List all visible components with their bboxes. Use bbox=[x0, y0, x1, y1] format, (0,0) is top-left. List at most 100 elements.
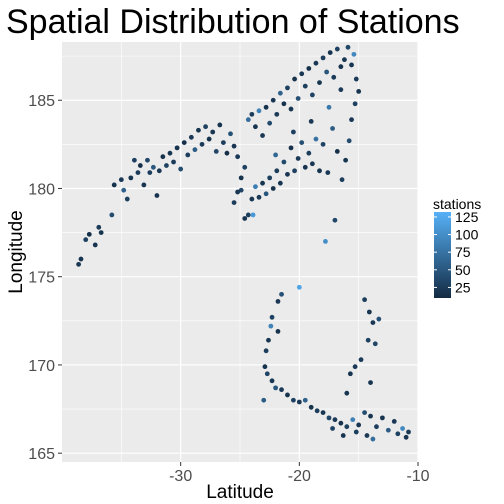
data-point bbox=[274, 168, 279, 173]
data-point bbox=[310, 161, 315, 166]
data-point bbox=[96, 225, 101, 230]
data-point bbox=[276, 299, 281, 304]
data-point bbox=[406, 430, 411, 435]
data-point bbox=[309, 405, 314, 410]
data-point bbox=[321, 55, 326, 60]
data-point bbox=[136, 170, 141, 175]
data-point bbox=[356, 423, 361, 428]
data-point bbox=[297, 400, 302, 405]
data-point bbox=[367, 310, 372, 315]
data-point bbox=[356, 89, 361, 94]
data-point bbox=[314, 137, 319, 142]
data-point bbox=[271, 186, 276, 191]
data-point bbox=[352, 52, 357, 57]
legend-tick-label: 100 bbox=[455, 227, 479, 243]
data-point bbox=[279, 292, 284, 297]
legend-tick-label: 25 bbox=[455, 279, 471, 295]
data-point bbox=[249, 197, 254, 202]
data-point bbox=[353, 101, 358, 106]
data-point bbox=[214, 149, 219, 154]
data-point bbox=[296, 156, 301, 161]
data-point bbox=[265, 371, 270, 376]
data-point bbox=[374, 424, 379, 429]
data-point bbox=[278, 181, 283, 186]
data-point bbox=[232, 144, 237, 149]
data-point bbox=[282, 101, 287, 106]
data-point bbox=[228, 131, 233, 136]
data-point bbox=[257, 195, 262, 200]
data-point bbox=[331, 75, 336, 80]
data-point bbox=[368, 380, 373, 385]
data-point bbox=[349, 117, 354, 122]
data-point bbox=[324, 70, 329, 75]
data-point bbox=[263, 364, 268, 369]
data-point bbox=[285, 393, 290, 398]
data-point bbox=[200, 142, 205, 147]
data-point bbox=[309, 119, 314, 124]
data-point bbox=[306, 66, 311, 71]
data-point bbox=[373, 341, 378, 346]
data-point bbox=[327, 105, 332, 110]
data-point bbox=[279, 387, 284, 392]
data-point bbox=[314, 61, 319, 66]
legend-colorbar bbox=[434, 212, 451, 298]
data-point bbox=[185, 153, 190, 158]
data-point bbox=[343, 158, 348, 163]
data-point bbox=[400, 426, 405, 431]
data-point bbox=[395, 431, 400, 436]
data-point bbox=[282, 160, 287, 165]
data-point bbox=[292, 168, 297, 173]
data-point bbox=[235, 190, 240, 195]
data-point bbox=[354, 77, 359, 82]
data-point bbox=[335, 149, 340, 154]
data-point bbox=[325, 170, 330, 175]
data-point bbox=[296, 96, 301, 101]
data-point bbox=[285, 85, 290, 90]
data-point bbox=[232, 200, 237, 205]
data-point bbox=[76, 262, 81, 267]
data-point bbox=[340, 177, 345, 182]
data-point bbox=[376, 317, 381, 322]
data-point bbox=[274, 112, 279, 117]
data-point bbox=[119, 177, 124, 182]
data-point bbox=[79, 257, 84, 262]
data-point bbox=[392, 419, 397, 424]
data-point bbox=[261, 398, 266, 403]
data-point bbox=[291, 130, 296, 135]
data-point bbox=[327, 415, 332, 420]
data-point bbox=[93, 243, 98, 248]
data-point bbox=[175, 145, 180, 150]
data-point bbox=[147, 170, 152, 175]
data-point bbox=[171, 160, 176, 165]
x-tick-label: -20 bbox=[288, 468, 311, 485]
data-point bbox=[242, 216, 247, 221]
data-point bbox=[344, 391, 349, 396]
data-point bbox=[365, 433, 370, 438]
data-point bbox=[362, 410, 367, 415]
data-point bbox=[297, 285, 302, 290]
data-point bbox=[362, 297, 367, 302]
data-point bbox=[271, 98, 276, 103]
data-point bbox=[299, 71, 304, 76]
data-point bbox=[270, 315, 275, 320]
data-point bbox=[348, 371, 353, 376]
data-point bbox=[292, 77, 297, 82]
data-point bbox=[330, 426, 335, 431]
data-point bbox=[83, 237, 88, 242]
data-point bbox=[203, 124, 208, 129]
data-point bbox=[264, 105, 269, 110]
data-point bbox=[338, 421, 343, 426]
data-point bbox=[273, 153, 278, 158]
data-point bbox=[317, 168, 322, 173]
y-tick-label: 180 bbox=[28, 181, 55, 198]
data-point bbox=[264, 191, 269, 196]
data-point bbox=[371, 320, 376, 325]
data-point bbox=[317, 80, 322, 85]
data-point bbox=[267, 121, 272, 126]
data-point bbox=[303, 84, 308, 89]
data-point bbox=[386, 428, 391, 433]
data-point bbox=[330, 126, 335, 131]
data-point bbox=[354, 430, 359, 435]
data-point bbox=[235, 154, 240, 159]
